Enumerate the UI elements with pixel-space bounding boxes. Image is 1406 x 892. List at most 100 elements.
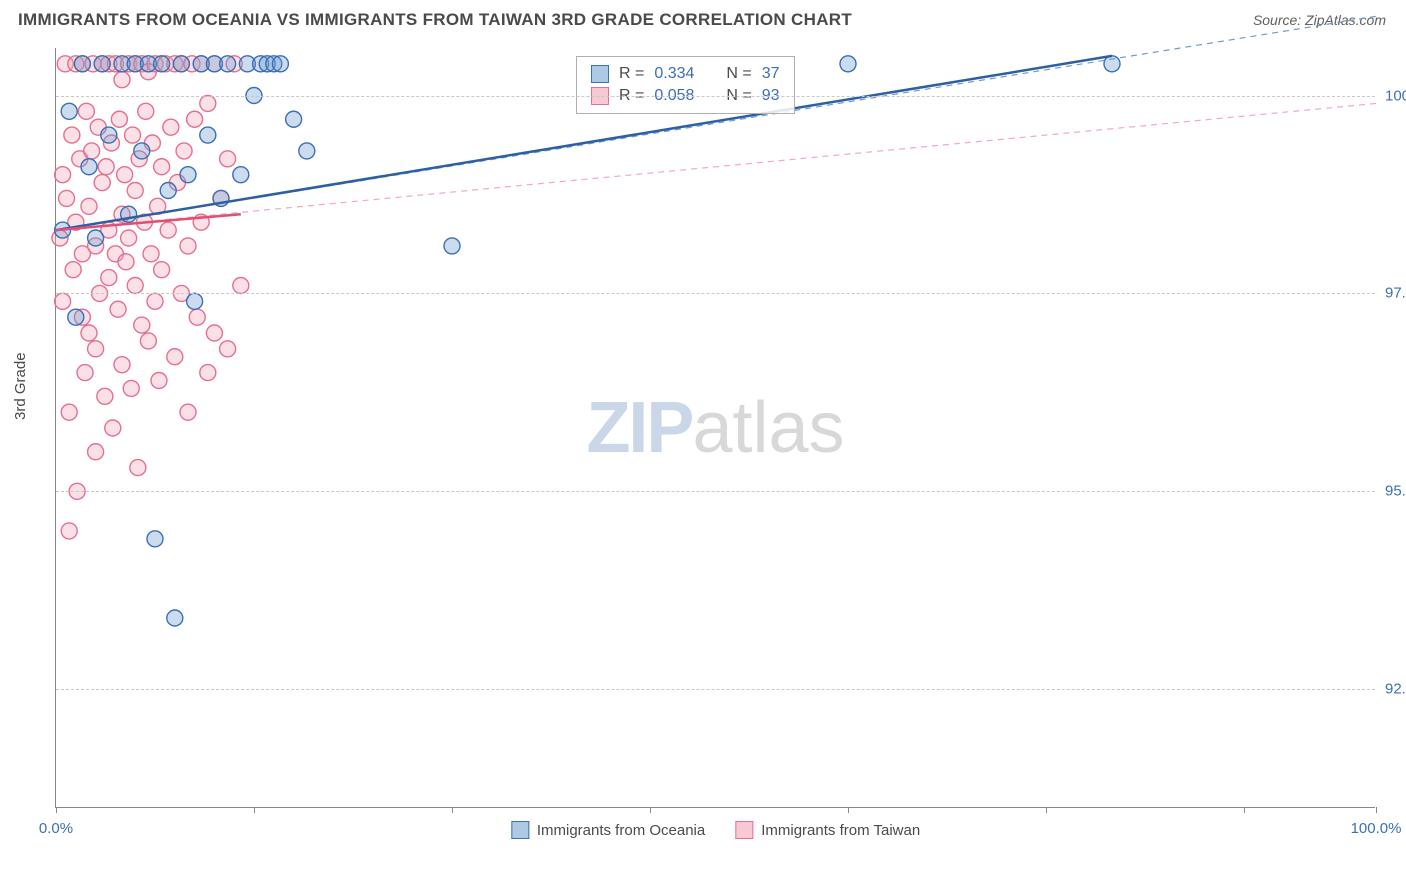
data-point [180,238,196,254]
data-point [187,111,203,127]
source-label: Source: [1253,12,1305,28]
data-point [160,222,176,238]
data-point [84,143,100,159]
correlation-legend: R = 0.334 N = 37 R = 0.058 N = 93 [576,56,795,114]
data-point [114,72,130,88]
data-point [88,230,104,246]
taiwan-legend-label: Immigrants from Taiwan [761,822,920,839]
data-point [167,610,183,626]
data-point [88,341,104,357]
data-point [1104,56,1120,72]
data-point [81,198,97,214]
data-point [154,56,170,72]
data-point [81,325,97,341]
data-point [130,460,146,476]
data-point [97,388,113,404]
data-point [220,341,236,357]
y-axis-label: 3rd Grade [12,352,29,420]
y-tick-label: 97.5% [1385,285,1406,302]
data-point [88,444,104,460]
data-point [233,167,249,183]
x-tick-label: 100.0% [1351,820,1402,837]
data-point [55,167,71,183]
data-point [101,127,117,143]
data-point [163,119,179,135]
data-point [101,270,117,286]
taiwan-legend-swatch [735,821,753,839]
data-point [200,95,216,111]
x-tick-mark [1046,807,1047,813]
data-point [220,151,236,167]
data-point [134,143,150,159]
data-point [134,317,150,333]
y-tick-label: 92.5% [1385,681,1406,698]
data-point [180,404,196,420]
correlation-row-oceania: R = 0.334 N = 37 [591,63,780,85]
data-point [61,103,77,119]
gridline-h [56,689,1375,690]
legend-item-oceania: Immigrants from Oceania [511,821,705,839]
oceania-legend-label: Immigrants from Oceania [537,822,705,839]
chart-header: IMMIGRANTS FROM OCEANIA VS IMMIGRANTS FR… [0,0,1406,38]
data-point [138,103,154,119]
n-value-oceania: 37 [762,65,780,83]
data-point [286,111,302,127]
series-legend: Immigrants from Oceania Immigrants from … [511,821,920,839]
data-point [233,278,249,294]
oceania-swatch [591,65,609,83]
data-point [176,143,192,159]
y-tick-label: 95.0% [1385,483,1406,500]
x-tick-mark [650,807,651,813]
data-point [206,325,222,341]
chart-title: IMMIGRANTS FROM OCEANIA VS IMMIGRANTS FR… [18,10,852,30]
data-point [140,333,156,349]
data-point [840,56,856,72]
data-point [272,56,288,72]
data-point [78,103,94,119]
data-point [180,167,196,183]
x-tick-mark [1244,807,1245,813]
x-tick-mark [56,807,57,813]
data-point [77,365,93,381]
n-label: N = [726,65,751,83]
data-point [299,143,315,159]
r-label: R = [619,65,644,83]
data-point [220,56,236,72]
data-point [94,56,110,72]
chart-plot-area: ZIPatlas R = 0.334 N = 37 R = 0.058 N = … [55,48,1375,808]
data-point [118,254,134,270]
x-tick-mark [1376,807,1377,813]
y-tick-label: 100.0% [1385,87,1406,104]
data-point [154,262,170,278]
data-point [173,56,189,72]
data-point [111,111,127,127]
data-point [105,420,121,436]
data-point [200,365,216,381]
data-point [160,183,176,199]
data-point [55,293,71,309]
gridline-h [56,96,1375,97]
r-value-oceania: 0.334 [654,65,694,83]
data-point [94,175,110,191]
data-point [121,230,137,246]
data-point [200,127,216,143]
data-point [74,56,90,72]
data-point [125,127,141,143]
data-point [147,531,163,547]
data-point [147,293,163,309]
data-point [110,301,126,317]
data-point [127,278,143,294]
data-point [444,238,460,254]
oceania-legend-swatch [511,821,529,839]
data-point [117,167,133,183]
data-point [59,190,75,206]
legend-item-taiwan: Immigrants from Taiwan [735,821,920,839]
data-point [143,246,159,262]
x-tick-mark [848,807,849,813]
data-point [61,404,77,420]
data-point [61,523,77,539]
data-point [65,262,81,278]
data-point [187,293,203,309]
data-point [123,380,139,396]
data-point [98,159,114,175]
